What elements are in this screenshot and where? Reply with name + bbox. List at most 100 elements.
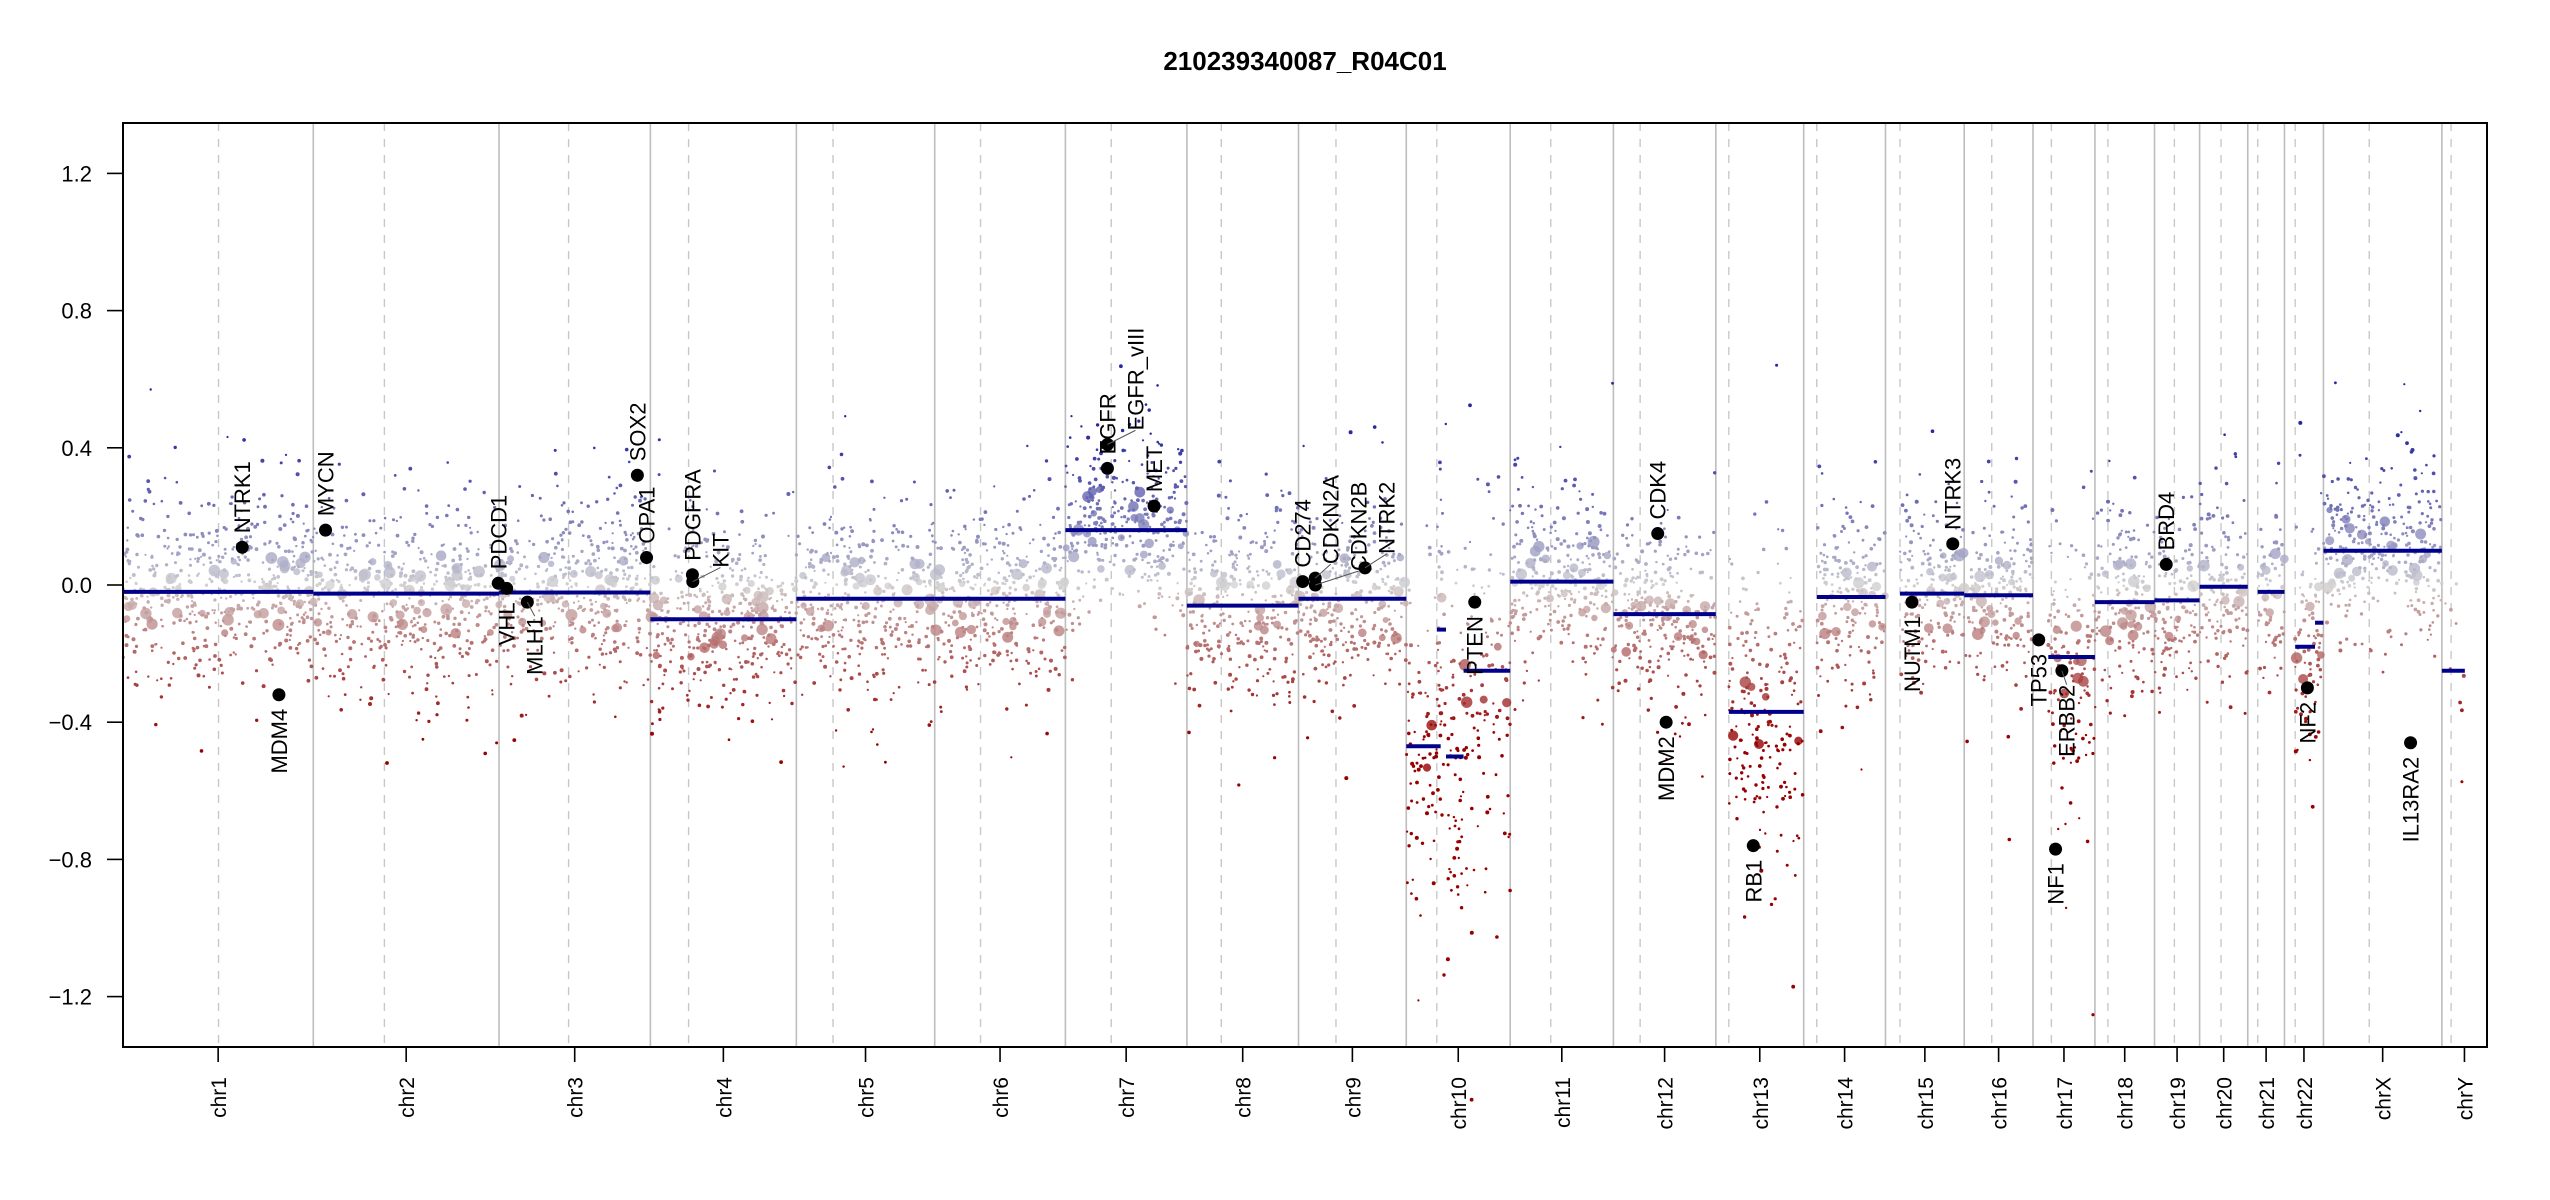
bin-point <box>222 614 234 626</box>
bin-point <box>417 616 420 619</box>
bin-point <box>1689 567 1693 571</box>
bin-point <box>801 693 804 696</box>
bin-point <box>1001 541 1006 546</box>
bin-point <box>958 612 968 621</box>
bin-point <box>296 613 300 617</box>
bin-point <box>278 527 283 531</box>
bin-point <box>574 627 577 630</box>
bin-point <box>1264 599 1268 602</box>
bin-point <box>1241 642 1245 646</box>
bin-point <box>658 717 662 722</box>
bin-point <box>1216 493 1221 498</box>
bin-point <box>1086 435 1091 440</box>
bin-point <box>1285 585 1295 595</box>
bin-point <box>1349 673 1352 677</box>
bin-point <box>254 669 259 673</box>
bin-point <box>1959 535 1963 539</box>
bin-point <box>1531 575 1534 578</box>
bin-point <box>360 686 363 689</box>
bin-point <box>1018 559 1028 569</box>
bin-point <box>1682 634 1686 639</box>
bin-point <box>621 595 625 599</box>
bin-point <box>968 553 972 557</box>
bin-point <box>316 557 320 561</box>
bin-point <box>917 638 921 642</box>
bin-point <box>580 625 584 628</box>
bin-point <box>1905 493 1909 497</box>
bin-point <box>1907 649 1911 652</box>
bin-point <box>1236 563 1239 567</box>
bin-point <box>1305 606 1309 610</box>
bin-point <box>1637 687 1641 691</box>
bin-point <box>229 653 233 657</box>
bin-point <box>361 492 366 497</box>
bin-point <box>1049 621 1053 625</box>
bin-point <box>1012 617 1016 621</box>
bin-point <box>1158 442 1161 445</box>
bin-point <box>572 601 576 604</box>
bin-point <box>1687 722 1691 727</box>
bin-point <box>644 547 648 550</box>
bin-point <box>1448 827 1451 830</box>
bin-point <box>548 626 552 631</box>
bin-point <box>1648 665 1652 669</box>
bin-point <box>156 679 159 682</box>
bin-point <box>976 534 980 539</box>
bin-point <box>1224 495 1228 499</box>
bin-point <box>1211 563 1215 567</box>
bin-point <box>1858 611 1862 615</box>
bin-point <box>1832 534 1837 538</box>
bin-point <box>1193 641 1198 646</box>
bin-point <box>1821 559 1824 563</box>
bin-point <box>613 556 616 559</box>
bin-point <box>965 548 970 552</box>
bin-point <box>1394 578 1398 581</box>
bin-point <box>214 574 219 579</box>
bin-point <box>629 587 634 591</box>
bin-point <box>813 569 816 573</box>
bin-point <box>1562 571 1571 580</box>
bin-point <box>1334 572 1337 575</box>
bin-point <box>313 637 317 642</box>
bin-point <box>1276 613 1280 616</box>
bin-point <box>1222 595 1225 599</box>
bin-point <box>1658 539 1663 544</box>
bin-point <box>315 531 319 535</box>
bin-point <box>1011 667 1014 671</box>
bin-point <box>288 646 293 650</box>
bin-point <box>202 563 205 566</box>
bin-point <box>788 611 791 615</box>
bin-point <box>746 648 749 651</box>
bin-point <box>1018 682 1021 686</box>
bin-point <box>723 530 726 534</box>
bin-point <box>1366 500 1370 505</box>
bin-point <box>1406 830 1409 833</box>
bin-point <box>950 534 953 537</box>
bin-point <box>835 583 839 586</box>
bin-point <box>951 619 959 627</box>
bin-point <box>1422 797 1425 801</box>
bin-point <box>577 670 580 673</box>
bin-point <box>1762 775 1766 779</box>
bin-point <box>1604 602 1608 606</box>
bin-point <box>314 675 319 680</box>
bin-point <box>534 572 537 576</box>
bin-point <box>516 519 520 522</box>
bin-point <box>1545 594 1554 603</box>
bin-point <box>567 566 572 571</box>
bin-point <box>1516 628 1520 632</box>
bin-point <box>1847 600 1850 603</box>
bin-point <box>802 634 806 638</box>
bin-point <box>309 616 314 621</box>
bin-point <box>581 534 585 537</box>
bin-point <box>234 574 238 578</box>
bin-point <box>1145 501 1149 505</box>
bin-point <box>1420 841 1425 845</box>
bin-point <box>1393 586 1404 597</box>
bin-point <box>320 607 323 611</box>
bin-point <box>1062 645 1067 650</box>
bin-point <box>1851 623 1855 627</box>
bin-point <box>189 558 192 561</box>
bin-point <box>657 473 661 477</box>
bin-point <box>438 646 443 650</box>
